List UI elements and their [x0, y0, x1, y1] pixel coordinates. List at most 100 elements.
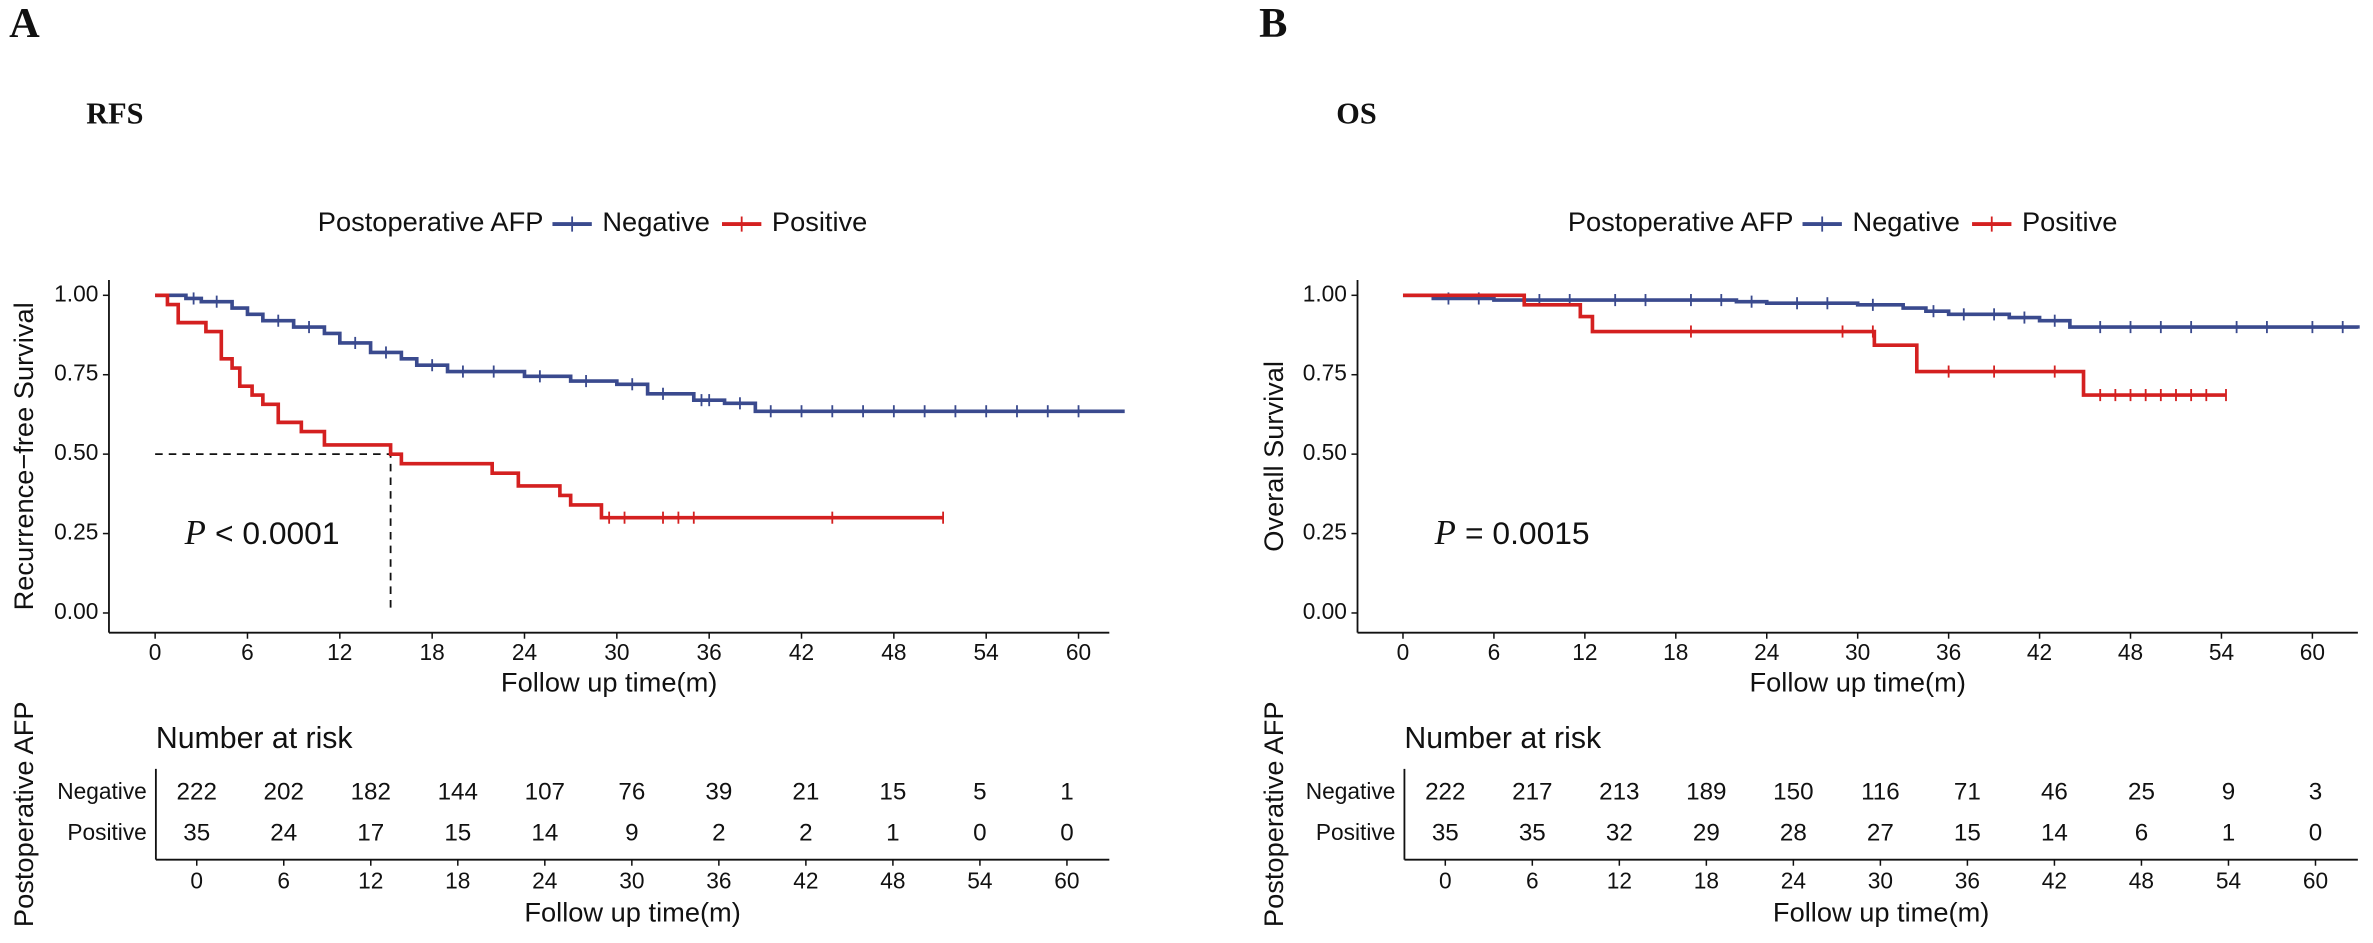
risk-count: 76 [618, 778, 645, 805]
x-axis-label: Follow up time(m) [501, 666, 717, 697]
risk-x-tick-label: 42 [2042, 867, 2067, 893]
risk-x-tick-label: 0 [1439, 867, 1452, 893]
x-tick-label: 18 [420, 639, 445, 665]
risk-count: 9 [2222, 778, 2235, 805]
x-tick-label: 6 [1488, 639, 1501, 665]
risk-count: 17 [357, 819, 384, 846]
risk-x-tick-label: 54 [2216, 867, 2241, 893]
risk-x-label: Follow up time(m) [524, 896, 740, 927]
y-tick-label: 0.50 [1303, 439, 1347, 465]
legend-title: Postoperative AFP [318, 206, 544, 237]
risk-row-label: Negative [1306, 778, 1396, 804]
legend-label: Positive [2022, 206, 2117, 237]
x-tick-label: 42 [789, 639, 814, 665]
p-value: P < 0.0001 [184, 513, 340, 552]
risk-x-tick-label: 48 [2129, 867, 2154, 893]
risk-count: 2 [799, 819, 812, 846]
risk-y-label: Postoperative AFP [1258, 702, 1289, 928]
risk-count: 107 [525, 778, 565, 805]
risk-x-tick-label: 6 [277, 867, 290, 893]
risk-x-tick-label: 42 [793, 867, 818, 893]
risk-count: 0 [2309, 819, 2322, 846]
x-tick-label: 60 [2300, 639, 2325, 665]
risk-x-tick-label: 18 [445, 867, 470, 893]
x-tick-label: 30 [1845, 639, 1870, 665]
y-tick-label: 0.25 [1303, 519, 1347, 545]
x-tick-label: 30 [604, 639, 629, 665]
risk-x-tick-label: 24 [1781, 867, 1806, 893]
legend-label: Negative [1852, 206, 1960, 237]
risk-x-tick-label: 30 [1868, 867, 1893, 893]
risk-count: 182 [351, 778, 391, 805]
risk-count: 21 [792, 778, 819, 805]
legend-label: Positive [772, 206, 867, 237]
risk-count: 9 [625, 819, 638, 846]
x-tick-label: 48 [2118, 639, 2143, 665]
x-tick-label: 6 [241, 639, 254, 665]
p-value: P = 0.0015 [1434, 513, 1590, 552]
survival-curve [155, 293, 1125, 414]
x-tick-label: 12 [1572, 639, 1597, 665]
panel-label: B [1259, 0, 1287, 47]
x-tick-label: 24 [1754, 639, 1779, 665]
risk-count: 27 [1867, 819, 1894, 846]
risk-count: 15 [1954, 819, 1981, 846]
risk-x-tick-label: 30 [619, 867, 644, 893]
risk-count: 189 [1686, 778, 1726, 805]
y-axis-label: Overall Survival [1258, 361, 1289, 552]
risk-count: 14 [531, 819, 558, 846]
panel-label: A [9, 0, 40, 47]
risk-x-tick-label: 60 [2303, 867, 2328, 893]
y-tick-label: 0.50 [54, 439, 98, 465]
p-symbol: P [184, 513, 206, 552]
risk-count: 15 [879, 778, 906, 805]
risk-count: 14 [2041, 819, 2068, 846]
x-tick-label: 24 [512, 639, 537, 665]
risk-count: 3 [2309, 778, 2322, 805]
risk-x-tick-label: 18 [1694, 867, 1719, 893]
p-text: = 0.0015 [1465, 515, 1590, 551]
risk-count: 1 [886, 819, 899, 846]
y-tick-label: 0.00 [54, 598, 98, 624]
risk-count: 202 [264, 778, 304, 805]
panel-title: RFS [86, 97, 143, 131]
p-text: < 0.0001 [215, 515, 340, 551]
risk-count: 35 [183, 819, 210, 846]
risk-count: 32 [1606, 819, 1633, 846]
risk-count: 24 [270, 819, 297, 846]
risk-count: 25 [2128, 778, 2155, 805]
x-tick-label: 18 [1663, 639, 1688, 665]
risk-count: 213 [1599, 778, 1639, 805]
y-tick-label: 0.00 [1303, 598, 1347, 624]
survival-curve [1402, 293, 2227, 397]
risk-row-label: Positive [67, 819, 146, 845]
risk-x-tick-label: 12 [1607, 867, 1632, 893]
risk-row-label: Negative [57, 778, 147, 804]
risk-count: 5 [973, 778, 986, 805]
risk-count: 29 [1693, 819, 1720, 846]
risk-x-tick-label: 0 [190, 867, 203, 893]
risk-count: 222 [1425, 778, 1465, 805]
risk-x-tick-label: 6 [1526, 867, 1539, 893]
risk-x-tick-label: 36 [1955, 867, 1980, 893]
survival-curve [155, 293, 944, 520]
p-symbol: P [1434, 513, 1456, 552]
x-tick-label: 54 [974, 639, 999, 665]
risk-title: Number at risk [156, 722, 354, 755]
x-tick-label: 42 [2027, 639, 2052, 665]
risk-x-tick-label: 24 [532, 867, 557, 893]
risk-title: Number at risk [1404, 722, 1602, 755]
risk-x-tick-label: 54 [967, 867, 992, 893]
legend-label: Negative [602, 206, 710, 237]
risk-count: 1 [1060, 778, 1073, 805]
x-tick-label: 36 [697, 639, 722, 665]
risk-count: 222 [177, 778, 217, 805]
risk-count: 35 [1432, 819, 1459, 846]
risk-count: 0 [973, 819, 986, 846]
legend-title: Postoperative AFP [1568, 206, 1794, 237]
x-tick-label: 36 [1936, 639, 1961, 665]
risk-x-tick-label: 48 [880, 867, 905, 893]
risk-x-tick-label: 36 [706, 867, 731, 893]
